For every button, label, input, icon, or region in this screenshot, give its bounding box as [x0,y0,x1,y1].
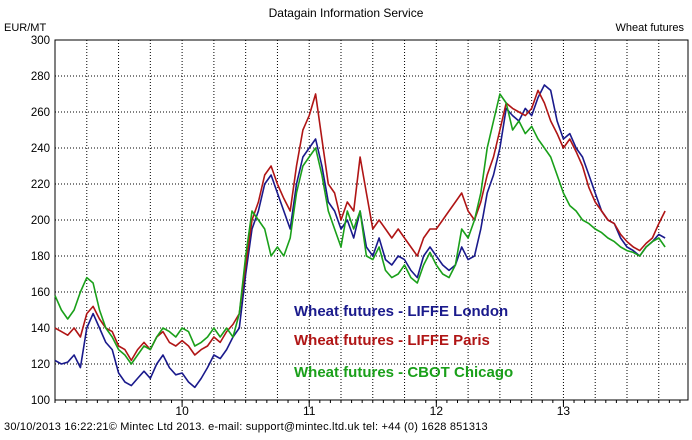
legend-entry-paris: Wheat futures - LIFFE Paris [294,332,490,349]
y-tick-label: 140 [31,323,50,335]
y-tick-label: 280 [31,71,50,83]
y-axis-unit-label: EUR/MT [4,22,47,34]
x-tick-label: 12 [430,404,444,418]
series-layer [54,84,666,389]
x-tick-label: 11 [303,404,316,418]
axis-layer: 100 120 140 160 180 200 220 240 260 280 300 10 11 12 1… [31,35,689,418]
chart-title: Datagain Information Service [268,6,424,20]
series-line-chicago [54,93,666,365]
legend-entry-london: Wheat futures - LIFFE London [294,303,509,320]
series-group-label: Wheat futures [615,22,684,34]
plot-frame [54,39,689,401]
y-tick-label: 260 [31,107,50,119]
y-tick-label: 200 [31,215,50,227]
x-tick-label: 10 [175,404,189,418]
y-tick-label: 180 [31,251,50,263]
y-tick-label: 220 [31,179,50,191]
footer-info: 30/10/2013 16:22:21© Mintec Ltd 2013. e-… [4,421,488,433]
y-tick-label: 300 [31,35,50,47]
y-tick-label: 100 [31,395,50,407]
legend-entry-chicago: Wheat futures - CBOT Chicago [294,364,514,381]
y-tick-label: 160 [31,287,50,299]
y-tick-label: 120 [31,359,50,371]
x-tick-label: 13 [557,404,571,418]
y-tick-label: 240 [31,143,50,155]
